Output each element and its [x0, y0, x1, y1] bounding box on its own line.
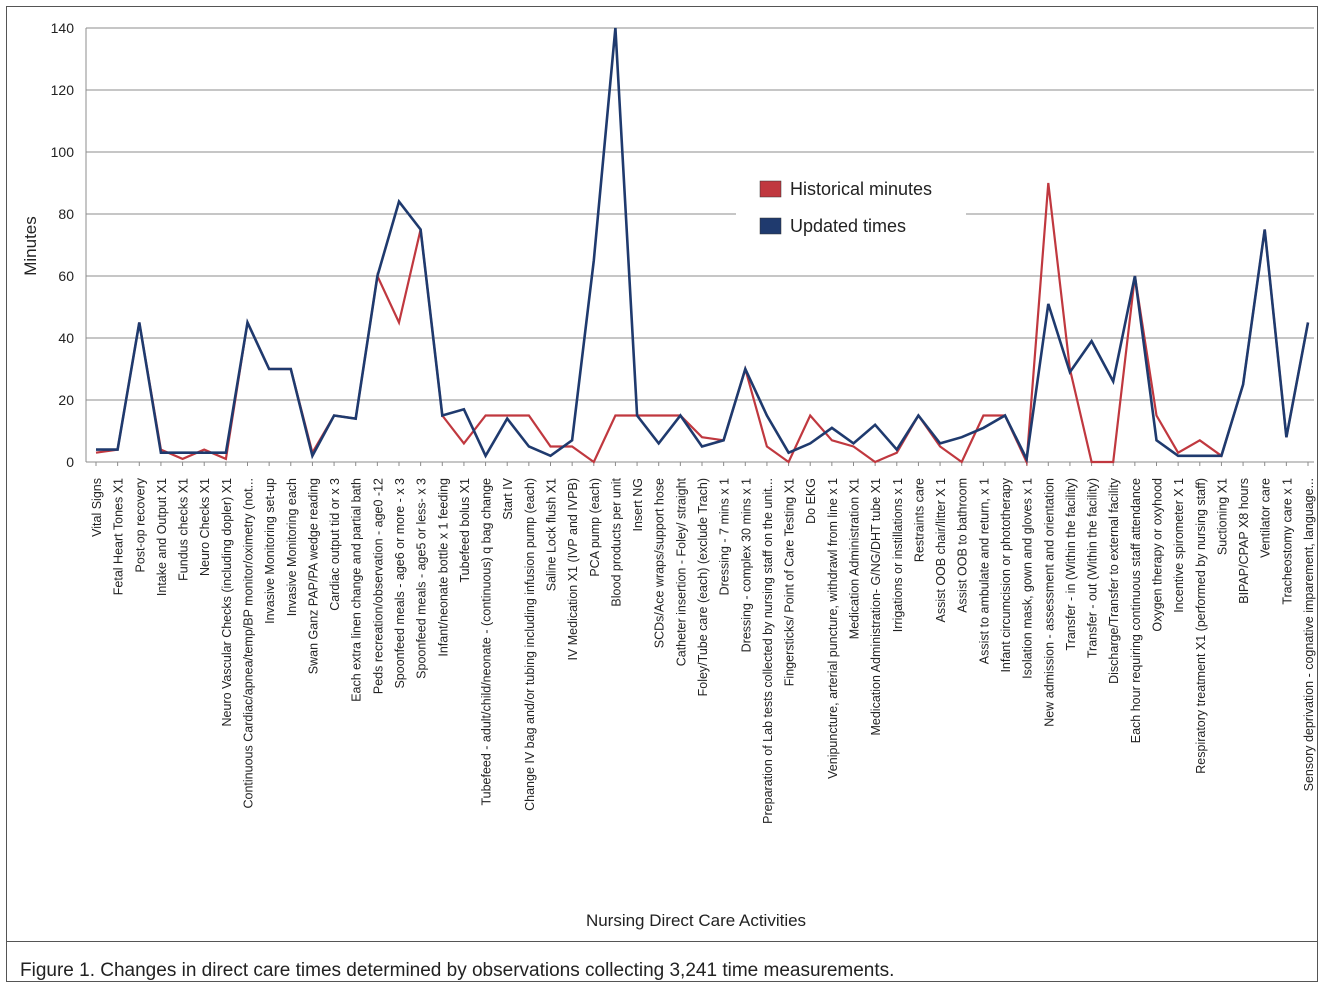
x-tick-label: Invasive Monitoring each: [285, 478, 299, 616]
x-tick-label: Irrigations or instillations x 1: [891, 478, 905, 632]
legend-swatch-updated: [759, 217, 782, 235]
x-tick-label: Ventilator care: [1259, 478, 1273, 558]
x-tick-label: Fingersticks/ Point of Care Testing X1: [783, 478, 797, 686]
x-tick-label: Assist to ambulate and return, x 1: [977, 478, 991, 664]
legend-label-historical: Historical minutes: [790, 179, 932, 199]
x-tick-label: Infant circumcision or phototherapy: [999, 477, 1013, 672]
x-tick-label: Tubefeed - adult/child/neonate - (contin…: [480, 478, 494, 806]
x-tick-label: Fetal Heart Tones X1: [112, 478, 126, 595]
x-tick-label: Assist OOB to bathroom: [956, 478, 970, 613]
x-tick-label: Medication Administration- G/NG/DHT tube…: [869, 478, 883, 736]
x-tick-label: SCDs/Ace wraps/support hose: [653, 478, 667, 648]
x-tick-label: Start IV: [501, 477, 515, 519]
x-tick-label: Insert NG: [631, 478, 645, 532]
x-tick-label: Dressing - complex 30 mins x 1: [739, 478, 753, 652]
x-tick-label: IV Medication X1 (IVP and IVPB): [566, 478, 580, 661]
x-tick-label: Infant/neonate bottle x 1 feeding: [436, 478, 450, 657]
y-tick-label: 40: [58, 330, 74, 346]
gridlines: [85, 27, 1314, 463]
x-tick-label: Isolation mask, gown and gloves x 1: [1021, 478, 1035, 679]
x-tick-label: Transfer - in (Within the facility): [1064, 478, 1078, 651]
x-tick-label: Spoonfeed meals - age5 or less- x 3: [415, 478, 429, 679]
x-tick-label: Post-op recovery: [133, 477, 147, 572]
x-tick-label: PCA pump (each): [588, 478, 602, 577]
x-axis-ticks: Vital Signs Fetal Heart Tones X1 Post-op r…: [90, 462, 1316, 824]
x-tick-label: Catheter insertion - Foley/ straight: [674, 477, 688, 666]
x-tick-label: Fundus checks X1: [177, 478, 191, 581]
x-tick-label: Discharge/Transfer to external facility: [1107, 477, 1121, 684]
x-tick-label: Continuous Cardiac/apnea/temp/BP monitor…: [242, 478, 256, 809]
y-axis-ticks: 0 20 40 60 80 100 120 140: [51, 20, 75, 470]
x-tick-label: Foley/Tube care (each) (exclude Trach): [696, 478, 710, 696]
y-tick-label: 20: [58, 392, 74, 408]
x-tick-label: Each extra linen change and partial bath: [350, 478, 364, 702]
x-tick-label: Each hour requiring continuous staff att…: [1129, 478, 1143, 743]
x-tick-label: Sensory deprivation - cognative impareme…: [1302, 478, 1316, 791]
x-tick-label: Saline Lock flush X1: [545, 478, 559, 591]
y-tick-label: 100: [51, 144, 75, 160]
x-tick-label: Transfer - out (Within the facility): [1086, 478, 1100, 658]
x-tick-label: Oxygen therapy or oxyhood: [1151, 478, 1165, 632]
x-tick-label: Cardiac output tid or x 3: [328, 478, 342, 611]
legend: Historical minutes Updated times: [736, 172, 966, 248]
series-lines: [95, 27, 1310, 467]
legend-swatch-historical: [759, 180, 782, 198]
x-axis-label: Nursing Direct Care Activities: [586, 911, 806, 930]
x-tick-label: Dressing - 7 mins x 1: [718, 478, 732, 595]
x-tick-label: Swan Ganz PAP/PA wedge reading: [306, 478, 320, 674]
x-tick-label: Vital Signs: [90, 478, 104, 537]
y-tick-label: 60: [58, 268, 74, 284]
x-tick-label: Tracheostomy care x 1: [1280, 478, 1294, 605]
legend-item-historical: Historical minutes: [759, 179, 932, 199]
y-tick-label: 140: [51, 20, 75, 36]
x-tick-label: Do EKG: [804, 478, 818, 524]
x-tick-label: Tubefeed bolus X1: [458, 478, 472, 583]
x-tick-label: Preparation of Lab tests collected by nu…: [761, 478, 775, 824]
x-tick-label: Suctioning X1: [1215, 478, 1229, 555]
x-tick-label: Medication Administration X1: [848, 478, 862, 639]
x-tick-label: Venipuncture, arterial puncture, withdra…: [826, 478, 840, 779]
y-tick-label: 80: [58, 206, 74, 222]
x-tick-label: Neuro Checks X1: [198, 478, 212, 576]
x-tick-label: Blood products per unit: [609, 477, 623, 606]
y-tick-label: 120: [51, 82, 75, 98]
y-tick-label: 0: [66, 454, 74, 470]
x-tick-label: Change IV bag and/or tubing including in…: [523, 478, 537, 811]
legend-item-updated: Updated times: [759, 216, 906, 236]
x-tick-label: Incentive spirometer X 1: [1172, 478, 1186, 613]
x-tick-label: Intake and Output X1: [155, 478, 169, 596]
x-tick-label: Neuro Vascular Checks (including dopler)…: [220, 478, 234, 727]
x-tick-label: Respiratory treatment X1 (performed by n…: [1194, 478, 1208, 774]
y-axis-label: Minutes: [21, 216, 40, 276]
x-tick-label: Invasive Monitoring set-up: [263, 478, 277, 624]
x-tick-label: BIPAP/CPAP X8 hours: [1237, 478, 1251, 604]
figure-frame: [6, 6, 1318, 982]
x-tick-label: Spoonfeed meals - age6 or more - x 3: [393, 478, 407, 689]
x-tick-label: Peds recreation/observation - age0 -12: [371, 478, 385, 694]
series-line-updated: [96, 27, 1310, 464]
legend-label-updated: Updated times: [790, 216, 906, 236]
x-tick-label: Assist OOB chair/litter X 1: [934, 478, 948, 623]
line-chart: 0 20 40 60 80 100 120 140 Vital Signs Fetal Hear…: [21, 20, 1316, 930]
figure-caption: Figure 1. Changes in direct care times d…: [20, 960, 895, 981]
x-tick-label: New admission - assessment and orientati…: [1042, 478, 1056, 727]
chart-panel: 0 20 40 60 80 100 120 140 Vital Signs Fetal Hear…: [6, 6, 1318, 942]
x-tick-label: Restraints care: [912, 478, 926, 562]
